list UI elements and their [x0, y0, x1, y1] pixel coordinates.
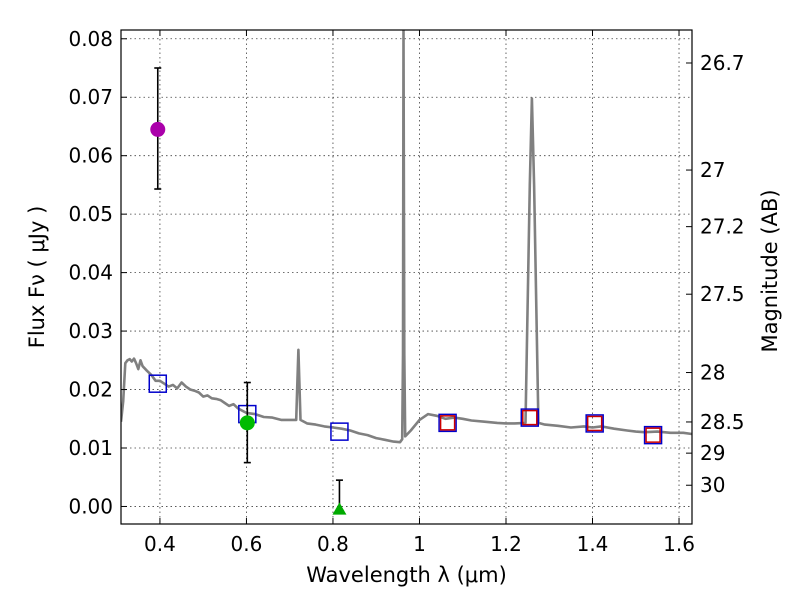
y-axis-label: Flux Fν ( μJy ) [25, 206, 49, 349]
square-marker [643, 425, 663, 445]
y2-tick-label: 30 [700, 473, 725, 497]
series-detections [150, 67, 255, 464]
square-marker [645, 427, 661, 443]
x-tick-label: 1 [413, 532, 426, 556]
y2-tick-label: 29 [700, 441, 725, 465]
markers-layer [148, 67, 663, 515]
x-tick-label: 1.2 [490, 532, 522, 556]
x-tick-label: 0.4 [144, 532, 176, 556]
circle-marker [239, 415, 255, 431]
square-marker [330, 422, 349, 441]
y-tick-label: 0.05 [68, 202, 113, 226]
y2-tick-label: 28 [700, 361, 725, 385]
y2-tick-label: 27.2 [700, 215, 745, 239]
x-tick-label: 1.6 [663, 532, 695, 556]
square-marker [148, 374, 168, 393]
series-observed-photometry [439, 409, 661, 443]
y-tick-label: 0.08 [68, 27, 113, 51]
y-tick-label: 0.02 [68, 378, 113, 402]
x-tick-label: 0.6 [231, 532, 263, 556]
y2-tick-label: 27.5 [700, 282, 745, 306]
square-marker [438, 413, 457, 433]
y-tick-label: 0.03 [68, 319, 113, 343]
x-tick-label: 1.4 [577, 532, 609, 556]
y-tick-label: 0.00 [68, 494, 113, 518]
y-tick-label: 0.04 [68, 261, 113, 285]
square-marker [585, 414, 604, 433]
y-tick-label: 0.07 [68, 85, 113, 109]
model-sed-line [121, 30, 692, 444]
square-marker [520, 408, 540, 427]
model-sed-layer [121, 30, 692, 444]
y2-tick-label: 28.5 [700, 410, 745, 434]
y-tick-label: 0.06 [68, 144, 113, 168]
square-marker [522, 409, 538, 426]
y2-tick-label: 26.7 [700, 51, 745, 75]
plot-frame [120, 29, 693, 525]
ticks: 0.4 0.6 0.8 1 1.2 1.4 1.6 0.00 0.01 0.02 0.03 0.04 0… [68, 27, 744, 556]
series-upper-limit [332, 479, 347, 515]
y2-axis-label: Magnitude (AB) [758, 189, 782, 352]
y2-tick-label: 27 [700, 158, 725, 182]
x-tick-label: 0.8 [317, 532, 349, 556]
x-axis-label: Wavelength λ (μm) [306, 563, 507, 587]
triangle-marker [332, 502, 347, 515]
y-tick-label: 0.01 [68, 436, 113, 460]
square-marker [439, 415, 456, 431]
grid [121, 30, 692, 524]
square-marker [586, 415, 603, 432]
circle-marker [150, 121, 166, 137]
